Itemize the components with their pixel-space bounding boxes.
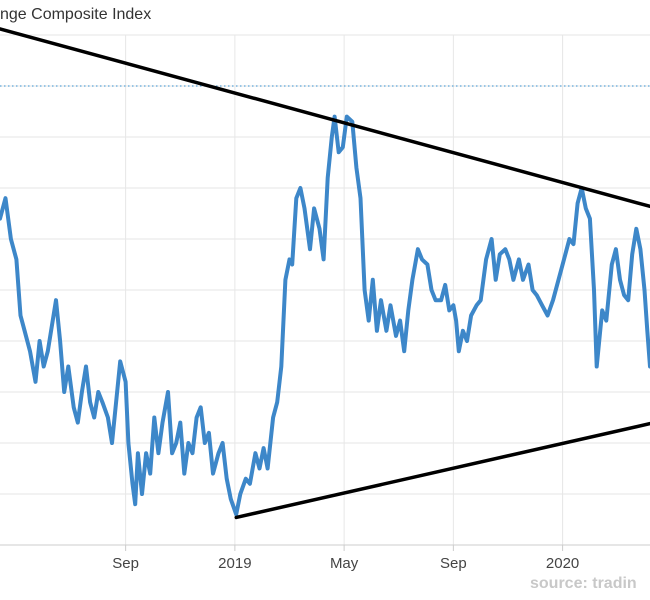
grid-layer (0, 34, 650, 546)
trendline-lower (234, 421, 650, 520)
trendline-layer (0, 27, 650, 520)
source-label: source: tradin (530, 575, 637, 592)
x-tick-label: 2020 (546, 555, 579, 572)
x-tick-label: 2019 (218, 555, 251, 572)
chart-title: nge Composite Index (0, 6, 151, 23)
trendline-upper (0, 27, 650, 209)
axis-layer: Sep 2019 May Sep 2020 (0, 544, 650, 572)
series-line (0, 114, 650, 517)
x-tick-label: Sep (112, 555, 139, 572)
x-tick-label: May (330, 555, 359, 572)
x-tick-label: Sep (440, 555, 467, 572)
series-layer (0, 114, 650, 517)
